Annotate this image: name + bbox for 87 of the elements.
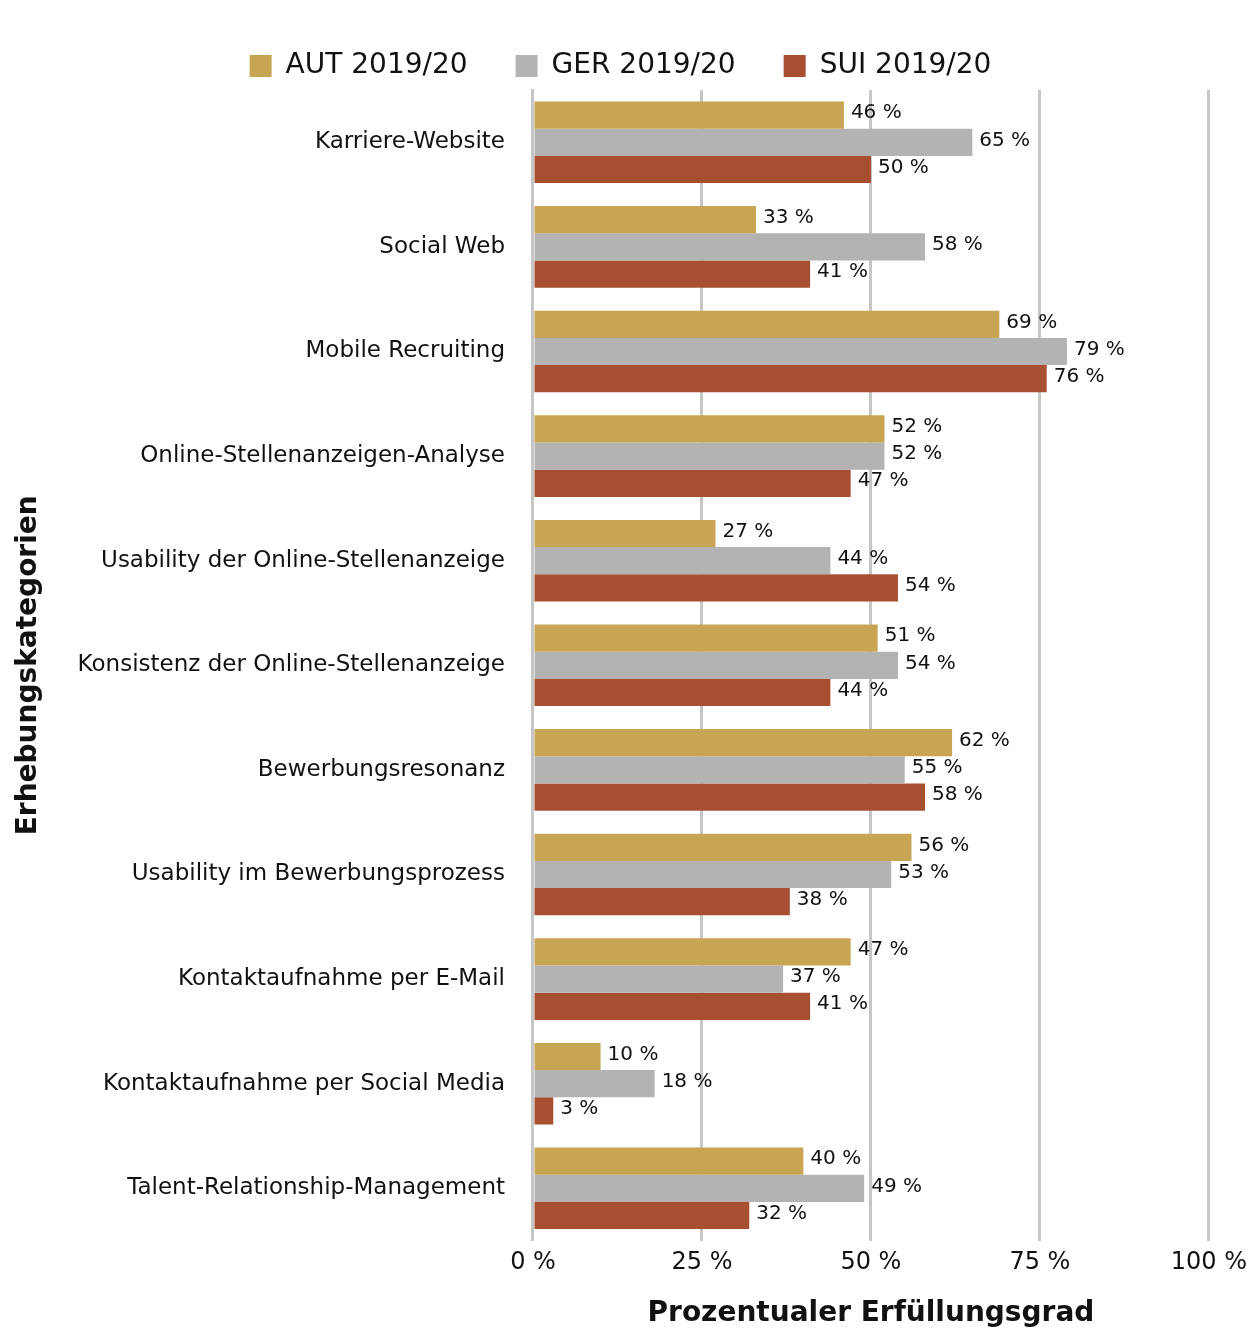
bar: [534, 1147, 804, 1175]
bar: [534, 1201, 750, 1230]
x-tick-label: 0 %: [510, 1247, 556, 1276]
data-label: 18 %: [661, 1067, 713, 1092]
data-label: 56 %: [918, 831, 970, 856]
data-label: 37 %: [790, 963, 841, 988]
data-label: 41 %: [817, 258, 868, 283]
bar: [534, 574, 898, 602]
y-axis-title: Erhebungskategorien: [10, 495, 44, 836]
y-tick-label: Karriere-Website: [315, 127, 505, 154]
data-label: 41 %: [817, 990, 868, 1015]
bar: [534, 128, 973, 156]
y-tick-label: Usability im Bewerbungsprozess: [131, 859, 505, 886]
bar: [534, 469, 851, 497]
data-label: 47 %: [857, 467, 909, 492]
bar: [534, 365, 1047, 393]
data-label: 3 %: [560, 1095, 599, 1120]
y-tick-label: Mobile Recruiting: [305, 336, 505, 363]
data-label: 52 %: [891, 440, 943, 465]
data-label: 32 %: [756, 1199, 808, 1224]
data-label: 10 %: [607, 1040, 659, 1065]
x-tick-label: 50 %: [840, 1247, 902, 1276]
bar: [534, 992, 811, 1020]
data-label: 49 %: [871, 1172, 922, 1197]
bar: [534, 442, 885, 470]
data-label: 38 %: [796, 885, 848, 910]
data-label: 47 %: [857, 936, 909, 961]
x-tick-label: 75 %: [1009, 1247, 1071, 1276]
bar: [534, 310, 1000, 338]
bar: [534, 1070, 655, 1098]
data-label: 52 %: [891, 413, 943, 438]
y-tick-label: Online-Stellenanzeigen-Analyse: [140, 441, 505, 468]
data-label: 44 %: [837, 676, 889, 701]
data-label: 55 %: [911, 754, 963, 779]
bar: [534, 1174, 865, 1202]
x-tick-label: 25 %: [671, 1247, 733, 1276]
data-label: 33 %: [763, 203, 814, 228]
data-label: 76 %: [1053, 362, 1105, 387]
bar: [534, 860, 892, 889]
data-label: 50 %: [877, 153, 929, 178]
bar: [534, 260, 811, 288]
legend-label: AUT 2019/20: [285, 47, 468, 81]
bar: [534, 938, 851, 966]
bar: [534, 965, 784, 993]
data-label: 62 %: [959, 726, 1010, 751]
bar: [534, 624, 878, 652]
y-tick-label: Bewerbungsresonanz: [257, 754, 505, 781]
data-label: 54 %: [904, 572, 956, 597]
data-label: 79 %: [1073, 335, 1125, 360]
y-tick-label: Social Web: [379, 231, 505, 258]
bar: [534, 1042, 601, 1071]
bar: [534, 519, 716, 548]
bar: [534, 729, 953, 757]
bar: [534, 155, 871, 184]
bar: [534, 337, 1067, 366]
data-label: 51 %: [884, 622, 936, 647]
y-tick-label: Usability der Online-Stellenanzeige: [101, 545, 505, 572]
bar: [534, 783, 925, 811]
bar: [534, 678, 831, 707]
y-tick-label: Konsistenz der Online-Stellenanzeige: [77, 650, 505, 677]
data-label: 58 %: [932, 781, 983, 806]
legend-label: SUI 2019/20: [819, 47, 992, 81]
bar: [534, 756, 905, 784]
bar: [534, 415, 885, 443]
bar: [534, 101, 844, 129]
bar: [534, 206, 757, 234]
data-label: 58 %: [932, 231, 983, 256]
bar: [534, 888, 790, 916]
x-axis-title: Prozentualer Erfüllungsgrad: [647, 1295, 1095, 1329]
data-label: 40 %: [810, 1145, 862, 1170]
data-label: 69 %: [1006, 308, 1058, 333]
legend-label: GER 2019/20: [551, 47, 736, 81]
bar: [534, 651, 898, 679]
x-tick-label: 100 %: [1170, 1247, 1247, 1276]
y-tick-label: Kontaktaufnahme per E-Mail: [177, 964, 505, 991]
y-tick-label: Talent-Relationship-Management: [126, 1173, 505, 1200]
data-label: 54 %: [904, 649, 956, 674]
data-label: 46 %: [850, 99, 902, 124]
bar: [534, 547, 831, 575]
bar: [534, 233, 925, 261]
data-label: 27 %: [722, 517, 774, 542]
bar: [534, 833, 912, 861]
y-tick-label: Kontaktaufnahme per Social Media: [102, 1068, 505, 1095]
data-label: 44 %: [837, 544, 889, 569]
bar: [534, 1097, 554, 1125]
data-label: 65 %: [979, 126, 1031, 151]
data-label: 53 %: [898, 858, 950, 883]
